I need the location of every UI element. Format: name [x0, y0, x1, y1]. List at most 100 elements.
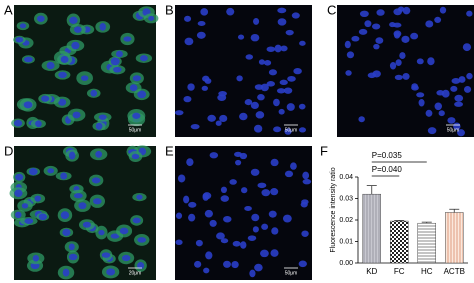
nucleus [82, 221, 92, 228]
y-tick-label: 0.04 [339, 174, 353, 181]
nucleus [34, 195, 41, 202]
nucleus [116, 50, 123, 58]
nucleus [175, 212, 183, 219]
nucleus [299, 40, 306, 46]
nucleus [257, 182, 267, 189]
nucleus [203, 267, 210, 274]
nucleus [283, 87, 293, 94]
nucleus [32, 255, 40, 262]
x-tick-label: FC [394, 267, 405, 276]
nucleus [402, 6, 411, 15]
nucleus [302, 178, 312, 185]
nucleus [73, 193, 83, 199]
nucleus [174, 110, 184, 116]
nucleus [46, 61, 55, 70]
nucleus [112, 66, 122, 73]
nucleus [302, 171, 310, 180]
nucleus [217, 94, 227, 101]
nucleus [194, 260, 202, 268]
nucleus [187, 83, 195, 91]
nucleus [257, 94, 265, 101]
nucleus [62, 228, 71, 237]
nucleus [201, 85, 209, 91]
nucleus [184, 15, 192, 22]
nucleus [21, 203, 29, 209]
nucleus [190, 124, 200, 130]
nucleus [175, 239, 183, 246]
nucleus [451, 77, 461, 84]
nucleus [287, 75, 296, 82]
nucleus [188, 213, 196, 222]
nucleus [95, 150, 103, 158]
nucleus [290, 162, 297, 170]
nucleus [358, 28, 368, 35]
nucleus [270, 249, 279, 257]
nucleus [62, 268, 70, 277]
nucleus [15, 211, 22, 219]
nucleus [261, 189, 271, 197]
nucleus [216, 232, 225, 240]
nucleus [252, 226, 259, 233]
p-value: P=0.035 [372, 151, 403, 160]
nucleus [23, 101, 33, 109]
nucleus [271, 227, 279, 235]
nucleus [91, 177, 101, 184]
nucleus [78, 202, 87, 210]
nucleus [425, 109, 433, 117]
nucleus [98, 114, 107, 120]
panel-label: B [165, 2, 174, 17]
nucleus [392, 22, 402, 28]
nucleus [376, 9, 385, 16]
nucleus [260, 83, 269, 92]
nucleus [258, 59, 265, 65]
nucleus [38, 213, 47, 221]
nucleus [68, 151, 76, 160]
nucleus [346, 51, 355, 59]
nucleus [68, 253, 78, 261]
x-tick-label: HC [421, 267, 433, 276]
nucleus [293, 67, 302, 75]
nucleus [219, 114, 228, 123]
nucleus [148, 15, 155, 21]
nucleus [397, 6, 405, 12]
x-tick-label: KD [366, 267, 377, 276]
micrograph [175, 146, 312, 280]
scale-label: 20μm [129, 270, 142, 276]
nucleus [220, 238, 229, 244]
nucleus [35, 120, 42, 128]
nucleus [434, 16, 442, 24]
nucleus [466, 72, 473, 80]
nucleus [389, 61, 397, 70]
nucleus [457, 129, 465, 137]
nucleus [279, 79, 288, 86]
nucleus [261, 223, 269, 230]
nucleus [411, 83, 418, 90]
nucleus [247, 235, 257, 241]
scale-label: 50μm [285, 127, 298, 133]
nucleus [119, 227, 129, 235]
nucleus [254, 84, 264, 90]
nucleus [136, 194, 143, 200]
nucleus [276, 88, 286, 94]
nucleus [202, 192, 212, 200]
nucleus [239, 112, 248, 121]
nucleus [254, 263, 263, 272]
nucleus [24, 218, 34, 224]
nucleus [266, 46, 276, 52]
nucleus [434, 102, 442, 111]
y-tick-label: 0.03 [339, 195, 353, 202]
nucleus [284, 170, 294, 178]
nucleus [239, 152, 248, 160]
nucleus [359, 10, 369, 18]
nucleus [15, 36, 24, 43]
nucleus [286, 103, 295, 111]
panel-label: A [4, 2, 13, 17]
nucleus [200, 8, 209, 16]
nucleus [280, 45, 288, 52]
nucleus [462, 43, 472, 52]
nucleus [15, 173, 24, 181]
nucleus [244, 206, 252, 212]
nucleus [101, 252, 111, 258]
nucleus [74, 26, 82, 33]
